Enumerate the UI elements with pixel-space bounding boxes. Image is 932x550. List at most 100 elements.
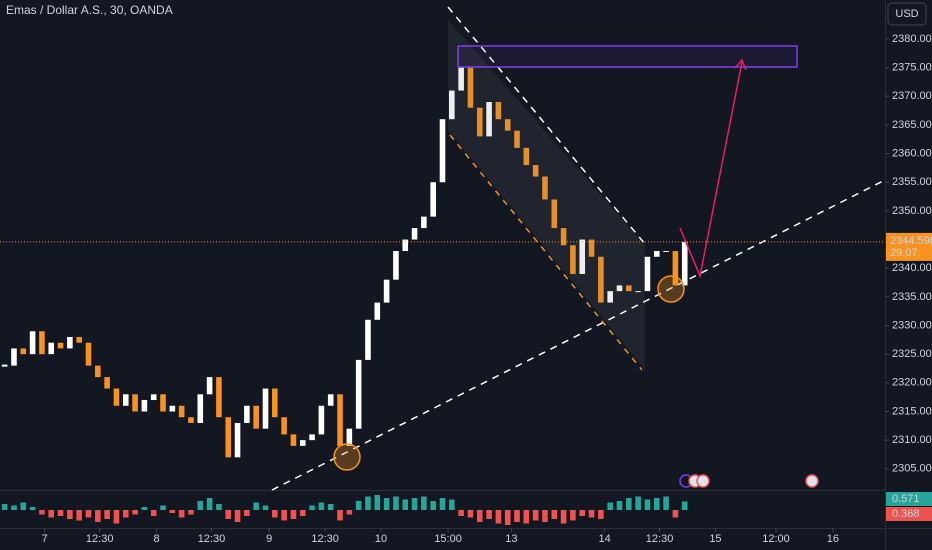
last-price-box [886,232,932,261]
event-icon[interactable] [696,474,710,488]
candle-body [588,239,595,257]
candle-body [570,245,576,274]
indicator-bar [681,501,688,510]
indicator-bar [234,510,241,522]
countdown: 29:07 [890,247,918,259]
candle-body [188,417,194,423]
x-tick-label: 12:30 [198,533,226,545]
currency-label: USD [895,8,918,20]
indicator-bar [439,498,446,510]
indicator-value-box [886,507,932,521]
currency-button[interactable] [887,2,927,26]
indicator-bar [476,510,483,522]
candle-body [141,400,148,412]
candle-body [67,336,73,349]
indicator-bar [607,502,613,510]
event-icon[interactable] [805,474,819,488]
indicator-bar [197,501,204,510]
candle-body [290,434,297,446]
candle-body [421,216,427,229]
candle-body [253,405,259,429]
candle-body [663,251,669,253]
y-tick-label: 2335.000 [892,291,932,303]
price-marks [1,67,688,458]
candle-body [39,331,45,355]
projection-arrow [679,61,743,279]
indicator-bar [374,495,381,510]
indicator-bar [411,498,418,510]
indicator-bar [383,498,390,510]
indicator-bar [449,499,455,510]
y-tick-label: 2305.000 [892,463,932,475]
candle-body [169,405,176,412]
indicator-bar [551,510,558,519]
candle-body [29,331,36,355]
indicator-bar [514,510,520,522]
candle-body [327,394,334,406]
x-tick-label: 15 [709,533,721,545]
highlight-circle [657,275,685,303]
candle-body [542,176,548,200]
indicator-bar [225,510,232,519]
candle-body [225,417,232,458]
y-tick-label: 2330.000 [892,319,932,331]
indicator-bar [486,510,492,519]
candle-body [318,405,325,435]
candle-body [178,405,185,418]
y-tick-label: 2320.000 [892,377,932,389]
indicator-bar [290,510,297,519]
indicator-bar [542,510,548,522]
indicator-bar [337,510,343,521]
indicator-bar [653,498,660,510]
trend-line [271,179,886,491]
y-tick-label: 2355.000 [892,176,932,188]
candle-body [20,348,27,355]
candle-body [486,102,492,137]
indicator-bar [532,510,539,521]
indicator-bar [309,505,315,510]
last-price-label: 2344.590 [890,235,932,247]
candle-body [206,377,213,395]
indicator-bar [39,510,45,515]
candle-body [122,394,129,406]
arrow-head [734,58,747,71]
indicator-bar [216,504,222,510]
candle-body [299,440,306,446]
candle-body [132,394,138,412]
indicator-bar [644,499,651,510]
indicator-bar [523,510,530,524]
candle-body [607,291,613,303]
candle-body [244,405,250,423]
candle-body [346,428,353,446]
indicator-bar [169,510,176,513]
candle-body [532,165,539,177]
indicator-bar [299,510,306,516]
y-tick-label: 2325.000 [892,348,932,360]
y-tick-label: 2310.000 [892,434,932,446]
indicator-bar [29,507,36,510]
x-tick-label: 8 [153,533,159,545]
indicator-bar [579,510,586,516]
indicator-bar [272,510,278,518]
indicator-bar [672,510,679,518]
indicator-bar [141,507,148,510]
indicator-bar [560,510,567,524]
candle-body [393,251,399,280]
indicator-bar [253,502,259,510]
candle-body [476,107,483,137]
indicator-bar [104,510,110,519]
y-tick-label: 2315.000 [892,405,932,417]
candle-body [234,422,241,458]
candle-body [411,228,418,240]
candle-body [85,342,92,366]
x-tick-label: 12:30 [646,533,674,545]
y-tick-label: 2340.000 [892,262,932,274]
candle-body [449,90,455,120]
indicator-bar [95,510,101,522]
y-tick-label: 2380.000 [892,33,932,45]
indicator-bar [402,499,409,510]
candle-body [653,251,660,257]
x-tick-label: 9 [266,533,272,545]
indicator-bar [598,510,604,519]
